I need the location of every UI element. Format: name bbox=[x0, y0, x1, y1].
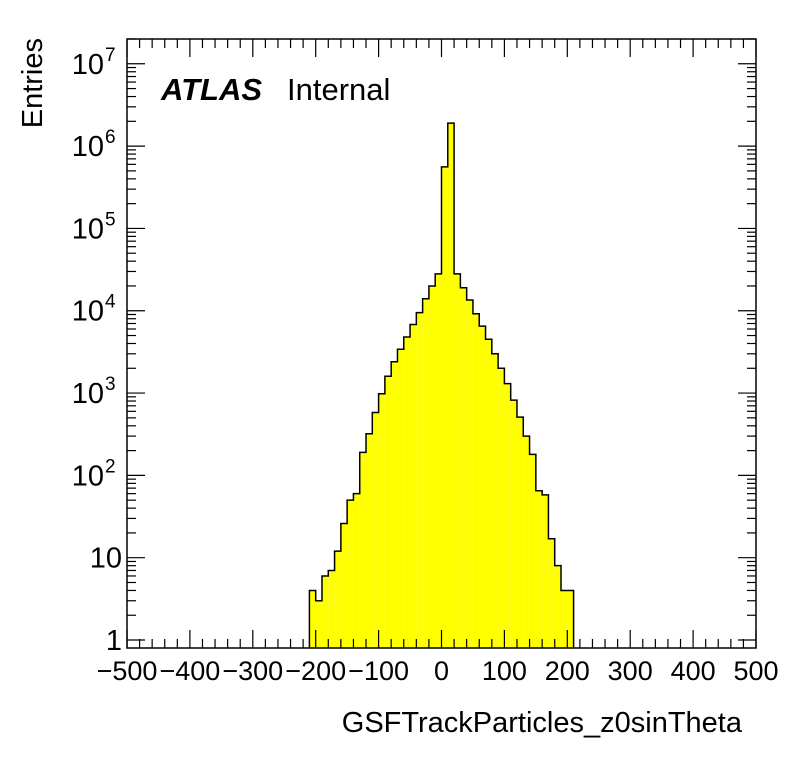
y-tick-exponent: 5 bbox=[105, 209, 116, 230]
histogram-bar bbox=[372, 412, 379, 648]
histogram-bar bbox=[491, 353, 499, 648]
histogram-bar bbox=[321, 575, 329, 648]
x-tick-label: 100 bbox=[482, 656, 527, 686]
histogram-bar bbox=[315, 600, 322, 648]
histogram-bar bbox=[454, 273, 461, 648]
x-tick-labels: −500 −400 −300 −200 −100 0 100 200 300 400 500 bbox=[97, 656, 779, 686]
y-tick-exponent: 4 bbox=[105, 292, 116, 313]
histogram-bar bbox=[523, 436, 530, 648]
histogram-bar bbox=[410, 324, 417, 648]
histogram-bar bbox=[416, 312, 423, 648]
histogram-bar bbox=[422, 298, 429, 648]
y-tick-exponent: 7 bbox=[105, 45, 116, 66]
histogram-bar bbox=[359, 452, 367, 648]
histogram-bar bbox=[441, 166, 448, 649]
histogram-bar bbox=[340, 523, 348, 648]
histogram-bar bbox=[504, 383, 511, 648]
internal-label: Internal bbox=[287, 72, 390, 107]
histogram-bar bbox=[347, 500, 354, 648]
x-tick-label: 300 bbox=[608, 656, 653, 686]
x-tick-label: −300 bbox=[222, 656, 283, 686]
histogram-bar bbox=[328, 570, 335, 648]
histogram-bar bbox=[447, 123, 455, 649]
y-tick-label: 10 bbox=[72, 460, 104, 492]
x-tick-label: 0 bbox=[434, 656, 449, 686]
histogram-bar bbox=[353, 493, 360, 648]
y-tick-label: 1 bbox=[106, 625, 122, 657]
x-tick-label: −500 bbox=[97, 656, 158, 686]
histogram-bar bbox=[366, 433, 373, 648]
x-tick-label: 500 bbox=[733, 656, 778, 686]
x-tick-label: 400 bbox=[671, 656, 716, 686]
axis-ticks bbox=[126, 38, 757, 648]
y-tick-exponent: 6 bbox=[105, 127, 116, 148]
histogram-bar bbox=[397, 349, 404, 648]
x-axis-title: GSFTrackParticles_z0sinTheta bbox=[342, 707, 743, 739]
x-tick-label: 200 bbox=[545, 656, 590, 686]
x-tick-label: −400 bbox=[159, 656, 220, 686]
histogram-bar bbox=[435, 273, 442, 648]
y-tick-label: 10 bbox=[72, 296, 104, 328]
histogram-bar bbox=[391, 361, 398, 648]
histogram-bar bbox=[498, 368, 505, 648]
histogram-bar bbox=[548, 538, 555, 648]
histogram-bar bbox=[403, 336, 411, 648]
histogram-bar bbox=[460, 287, 467, 648]
histogram-bar bbox=[554, 565, 562, 648]
atlas-label: ATLAS bbox=[160, 72, 262, 107]
histogram-bar bbox=[567, 590, 574, 648]
y-tick-label: 10 bbox=[72, 131, 104, 163]
histogram-bar bbox=[472, 313, 480, 648]
histogram-bar bbox=[516, 417, 524, 648]
histogram-bar bbox=[561, 590, 568, 648]
y-tick-exponent: 3 bbox=[105, 374, 116, 395]
y-tick-label: 10 bbox=[72, 49, 104, 81]
histogram-outline bbox=[308, 122, 575, 648]
histogram-bar bbox=[334, 551, 341, 648]
histogram-bar bbox=[378, 393, 385, 648]
y-tick-label: 10 bbox=[90, 543, 122, 575]
x-tick-label: −200 bbox=[285, 656, 346, 686]
histogram-bar bbox=[479, 326, 486, 648]
histogram-bar bbox=[466, 300, 473, 648]
histogram-bar bbox=[485, 339, 492, 648]
y-tick-exponent: 2 bbox=[105, 456, 116, 477]
y-tick-label: 10 bbox=[72, 213, 104, 245]
histogram-bar bbox=[309, 590, 316, 648]
histogram-bar bbox=[510, 400, 517, 648]
y-axis-title: Entries bbox=[17, 38, 49, 128]
x-tick-label: −100 bbox=[348, 656, 409, 686]
histogram-bar bbox=[384, 376, 392, 648]
y-tick-label: 10 bbox=[72, 378, 104, 410]
histogram-bar bbox=[428, 285, 436, 648]
histogram-bars bbox=[309, 123, 574, 649]
histogram-bar bbox=[529, 454, 536, 648]
histogram-bar bbox=[535, 490, 543, 648]
histogram-bar bbox=[542, 494, 549, 648]
